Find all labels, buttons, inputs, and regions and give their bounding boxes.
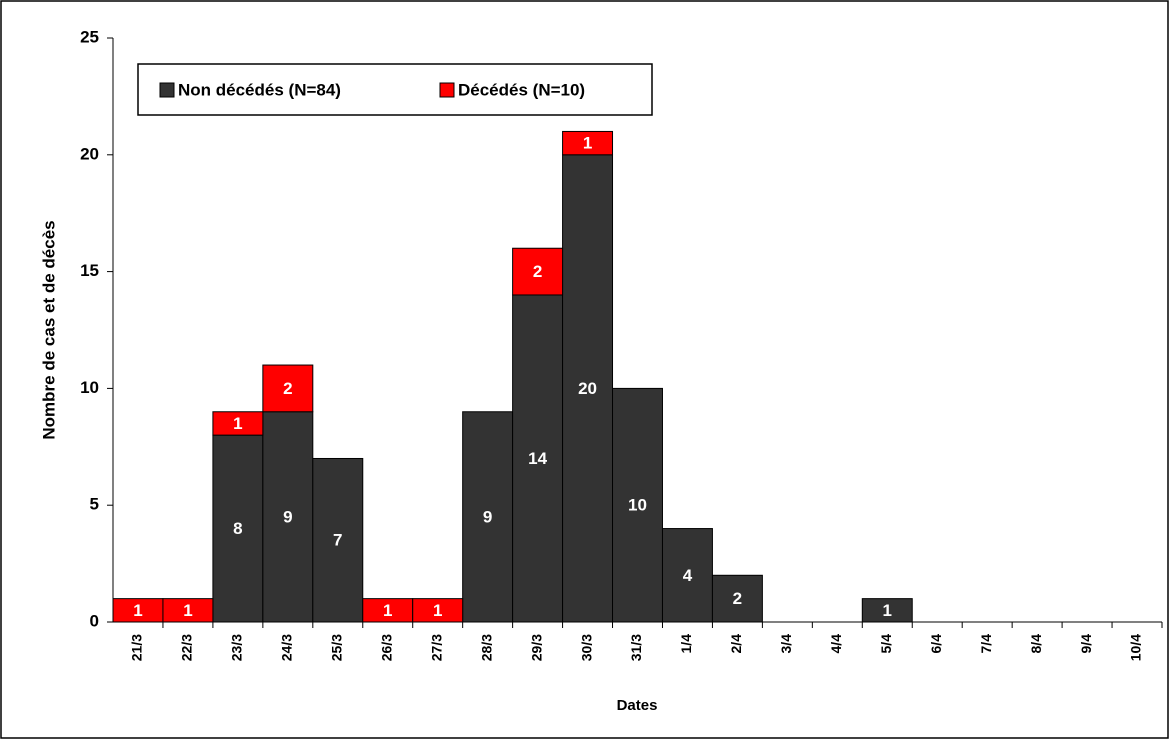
bar [462, 411, 514, 623]
x-tick-label: 10/4 [1128, 634, 1144, 661]
x-tick-label: 29/3 [528, 634, 544, 661]
x-tick-label: 7/4 [978, 634, 994, 654]
y-tick-label: 10 [80, 378, 99, 397]
data-label: 1 [183, 601, 192, 620]
bar [661, 528, 713, 623]
data-label: 2 [533, 262, 542, 281]
x-tick-label: 24/3 [279, 634, 295, 661]
bar [262, 411, 314, 623]
bar [212, 411, 264, 436]
data-label: 2 [733, 589, 742, 608]
x-tick-label: 22/3 [179, 634, 195, 661]
data-label: 14 [528, 449, 547, 468]
bar [512, 247, 564, 296]
y-tick-label: 25 [80, 27, 99, 46]
y-tick-label: 5 [90, 495, 99, 514]
y-axis-title: Nombre de cas et de décès [39, 220, 58, 439]
legend-box [137, 63, 653, 116]
x-tick-label: 27/3 [428, 634, 444, 661]
data-label: 1 [233, 414, 242, 433]
x-tick-label: 21/3 [129, 634, 145, 661]
y-tick-label: 0 [90, 611, 99, 630]
x-tick-label: 2/4 [728, 634, 744, 654]
data-label: 10 [628, 496, 647, 515]
x-tick-label: 4/4 [828, 634, 844, 654]
x-tick-label: 9/4 [1078, 634, 1094, 654]
data-label: 8 [233, 519, 242, 538]
x-tick-label: 23/3 [229, 634, 245, 661]
x-tick-label: 25/3 [328, 634, 344, 661]
y-tick-label: 15 [80, 261, 99, 280]
x-tick-label: 6/4 [928, 634, 944, 654]
x-tick-label: 31/3 [628, 634, 644, 661]
legend-label: Non décédés (N=84) [178, 80, 341, 99]
data-label: 20 [578, 379, 597, 398]
bar [262, 364, 314, 413]
data-label: 9 [283, 507, 292, 526]
legend-swatch [439, 82, 455, 98]
x-tick-label: 28/3 [478, 634, 494, 661]
x-tick-label: 3/4 [778, 634, 794, 654]
x-tick-label: 26/3 [378, 634, 394, 661]
data-label: 1 [383, 601, 392, 620]
x-tick-label: 1/4 [678, 634, 694, 654]
data-label: 9 [483, 507, 492, 526]
data-label: 2 [283, 379, 292, 398]
bar [562, 154, 614, 623]
x-tick-label: 8/4 [1028, 634, 1044, 654]
data-label: 1 [133, 601, 142, 620]
data-label: 1 [583, 134, 592, 153]
x-tick-label: 5/4 [878, 634, 894, 654]
data-label: 1 [883, 601, 892, 620]
data-label: 1 [433, 601, 442, 620]
legend-label: Décédés (N=10) [458, 80, 585, 99]
legend-swatch [159, 82, 175, 98]
x-tick-label: 30/3 [578, 634, 594, 661]
bar [562, 130, 614, 156]
data-label: 7 [333, 531, 342, 550]
y-tick-label: 20 [80, 144, 99, 163]
data-label: 4 [683, 566, 693, 585]
x-axis-title: Dates [617, 697, 658, 714]
bar [312, 457, 364, 623]
bar [711, 574, 763, 623]
